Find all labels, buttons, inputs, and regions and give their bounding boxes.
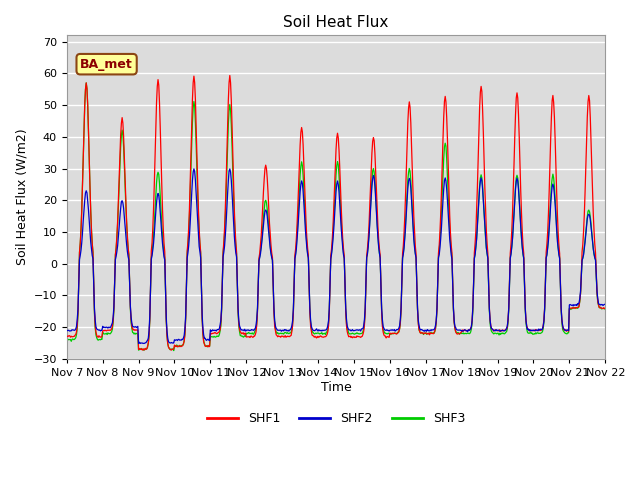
- SHF1: [418, 330, 426, 336]
- SHF1: [183, 248, 191, 254]
- SHF1: [226, 72, 234, 78]
- SHF2: [183, 255, 191, 261]
- Line: SHF3: SHF3: [67, 83, 605, 350]
- X-axis label: Time: Time: [321, 381, 351, 394]
- SHF2: [601, 301, 609, 307]
- SHF2: [403, 210, 410, 216]
- SHF2: [128, 320, 136, 326]
- SHF3: [418, 331, 426, 336]
- Line: SHF1: SHF1: [67, 75, 605, 350]
- SHF3: [170, 348, 177, 353]
- SHF1: [73, 329, 81, 335]
- SHF2: [212, 328, 220, 334]
- SHF2: [136, 341, 144, 347]
- SHF2: [63, 328, 70, 334]
- SHF3: [63, 337, 70, 343]
- SHF1: [63, 333, 70, 339]
- SHF3: [212, 334, 220, 339]
- SHF2: [190, 166, 198, 172]
- SHF1: [403, 167, 410, 172]
- SHF3: [129, 330, 136, 336]
- Line: SHF2: SHF2: [67, 169, 605, 344]
- SHF3: [403, 205, 410, 211]
- SHF2: [73, 324, 81, 329]
- SHF3: [73, 332, 81, 337]
- SHF3: [184, 243, 192, 249]
- SHF1: [212, 330, 220, 336]
- SHF1: [601, 306, 609, 312]
- Legend: SHF1, SHF2, SHF3: SHF1, SHF2, SHF3: [202, 407, 470, 430]
- SHF3: [83, 80, 90, 86]
- Title: Soil Heat Flux: Soil Heat Flux: [284, 15, 388, 30]
- Y-axis label: Soil Heat Flux (W/m2): Soil Heat Flux (W/m2): [15, 129, 28, 265]
- SHF2: [418, 327, 426, 333]
- SHF3: [601, 306, 609, 312]
- Text: BA_met: BA_met: [80, 58, 133, 71]
- SHF1: [168, 347, 175, 353]
- SHF1: [128, 323, 136, 329]
